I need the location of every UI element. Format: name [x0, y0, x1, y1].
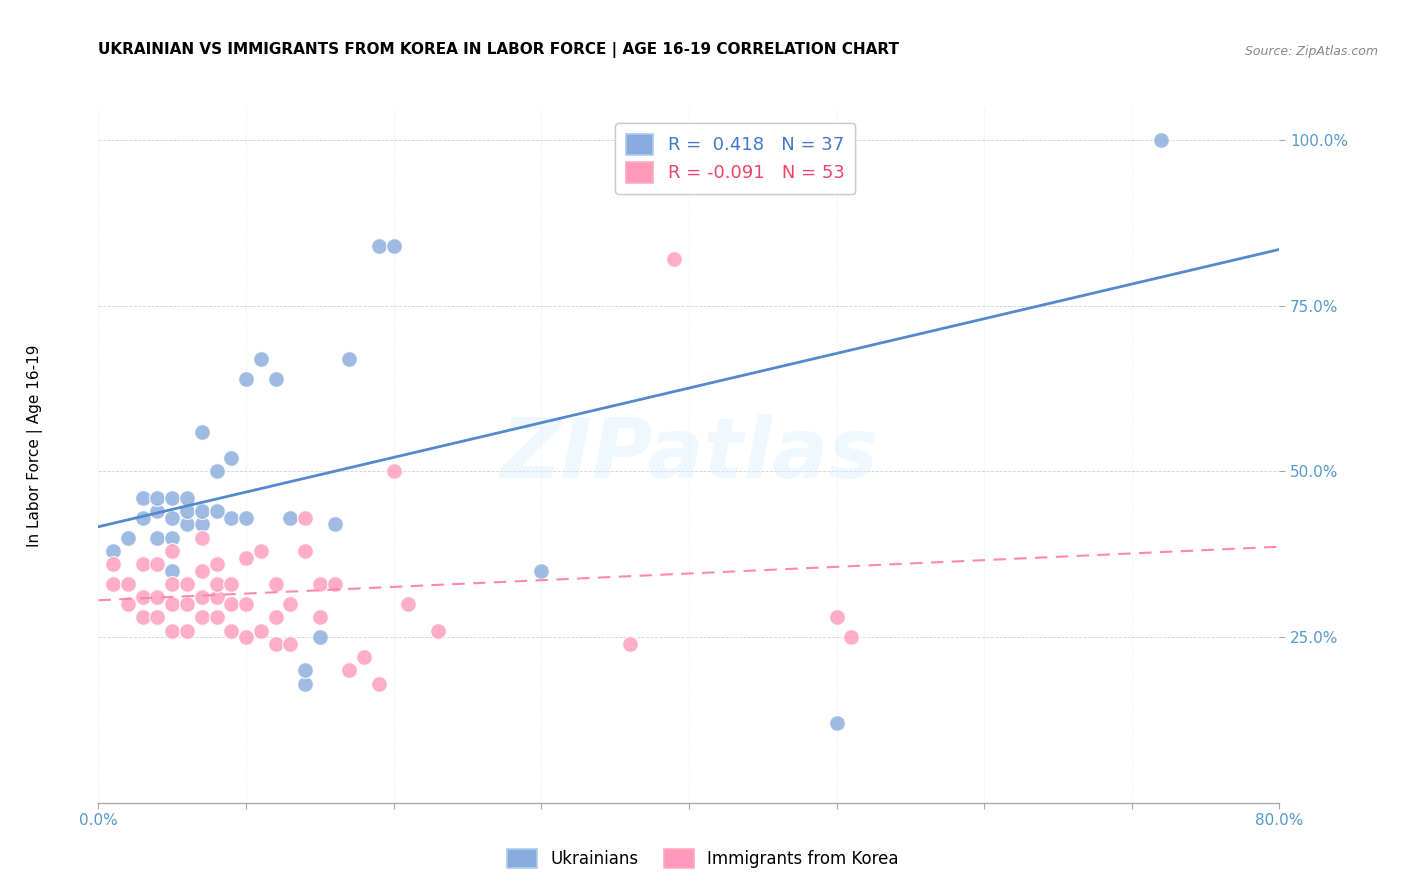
Point: [264, 610, 287, 624]
Point: [337, 351, 360, 366]
Point: [294, 663, 316, 677]
Point: [278, 597, 302, 611]
Text: Source: ZipAtlas.com: Source: ZipAtlas.com: [1244, 45, 1378, 58]
Point: [264, 577, 287, 591]
Point: [294, 511, 316, 525]
Point: [219, 597, 242, 611]
Point: [235, 372, 257, 386]
Point: [278, 637, 302, 651]
Point: [191, 610, 214, 624]
Point: [146, 491, 169, 505]
Point: [146, 591, 169, 605]
Point: [162, 564, 183, 578]
Point: [368, 239, 391, 253]
Point: [103, 558, 125, 572]
Point: [219, 624, 242, 638]
Point: [176, 491, 198, 505]
Point: [235, 550, 257, 565]
Point: [162, 597, 183, 611]
Point: [176, 504, 198, 518]
Point: [664, 252, 686, 267]
Point: [530, 564, 553, 578]
Point: [382, 239, 405, 253]
Point: [382, 465, 405, 479]
Point: [162, 491, 183, 505]
Point: [235, 511, 257, 525]
Point: [235, 630, 257, 644]
Point: [176, 517, 198, 532]
Point: [309, 610, 332, 624]
Point: [162, 544, 183, 558]
Point: [309, 577, 332, 591]
Point: [396, 597, 419, 611]
Point: [162, 624, 183, 638]
Point: [353, 650, 375, 665]
Point: [278, 511, 302, 525]
Point: [825, 716, 848, 731]
Point: [264, 637, 287, 651]
Point: [162, 511, 183, 525]
Point: [250, 351, 273, 366]
Point: [146, 610, 169, 624]
Point: [191, 425, 214, 439]
Point: [294, 544, 316, 558]
Point: [132, 591, 155, 605]
Point: [162, 577, 183, 591]
Point: [219, 451, 242, 466]
Point: [205, 577, 228, 591]
Point: [337, 663, 360, 677]
Point: [825, 610, 848, 624]
Point: [162, 531, 183, 545]
Point: [146, 504, 169, 518]
Point: [191, 531, 214, 545]
Point: [191, 564, 214, 578]
Point: [176, 624, 198, 638]
Point: [264, 372, 287, 386]
Point: [309, 630, 332, 644]
Point: [619, 637, 641, 651]
Point: [323, 517, 346, 532]
Legend: R =  0.418   N = 37, R = -0.091   N = 53: R = 0.418 N = 37, R = -0.091 N = 53: [616, 123, 855, 194]
Point: [219, 577, 242, 591]
Text: UKRAINIAN VS IMMIGRANTS FROM KOREA IN LABOR FORCE | AGE 16-19 CORRELATION CHART: UKRAINIAN VS IMMIGRANTS FROM KOREA IN LA…: [98, 42, 900, 58]
Point: [176, 597, 198, 611]
Point: [132, 558, 155, 572]
Text: In Labor Force | Age 16-19: In Labor Force | Age 16-19: [27, 344, 44, 548]
Point: [205, 591, 228, 605]
Point: [250, 624, 273, 638]
Point: [294, 676, 316, 690]
Point: [176, 577, 198, 591]
Point: [235, 597, 257, 611]
Point: [619, 153, 641, 167]
Point: [117, 577, 139, 591]
Point: [323, 577, 346, 591]
Point: [839, 630, 862, 644]
Point: [132, 491, 155, 505]
Text: ZIPatlas: ZIPatlas: [501, 415, 877, 495]
Point: [117, 531, 139, 545]
Point: [146, 558, 169, 572]
Point: [205, 504, 228, 518]
Point: [132, 610, 155, 624]
Point: [427, 624, 450, 638]
Point: [191, 517, 214, 532]
Legend: Ukrainians, Immigrants from Korea: Ukrainians, Immigrants from Korea: [501, 842, 905, 875]
Point: [146, 531, 169, 545]
Point: [219, 511, 242, 525]
Point: [103, 544, 125, 558]
Point: [250, 544, 273, 558]
Point: [205, 465, 228, 479]
Point: [1150, 133, 1173, 147]
Point: [191, 591, 214, 605]
Point: [368, 676, 391, 690]
Point: [103, 577, 125, 591]
Point: [205, 610, 228, 624]
Point: [117, 597, 139, 611]
Point: [191, 504, 214, 518]
Point: [205, 558, 228, 572]
Point: [132, 511, 155, 525]
